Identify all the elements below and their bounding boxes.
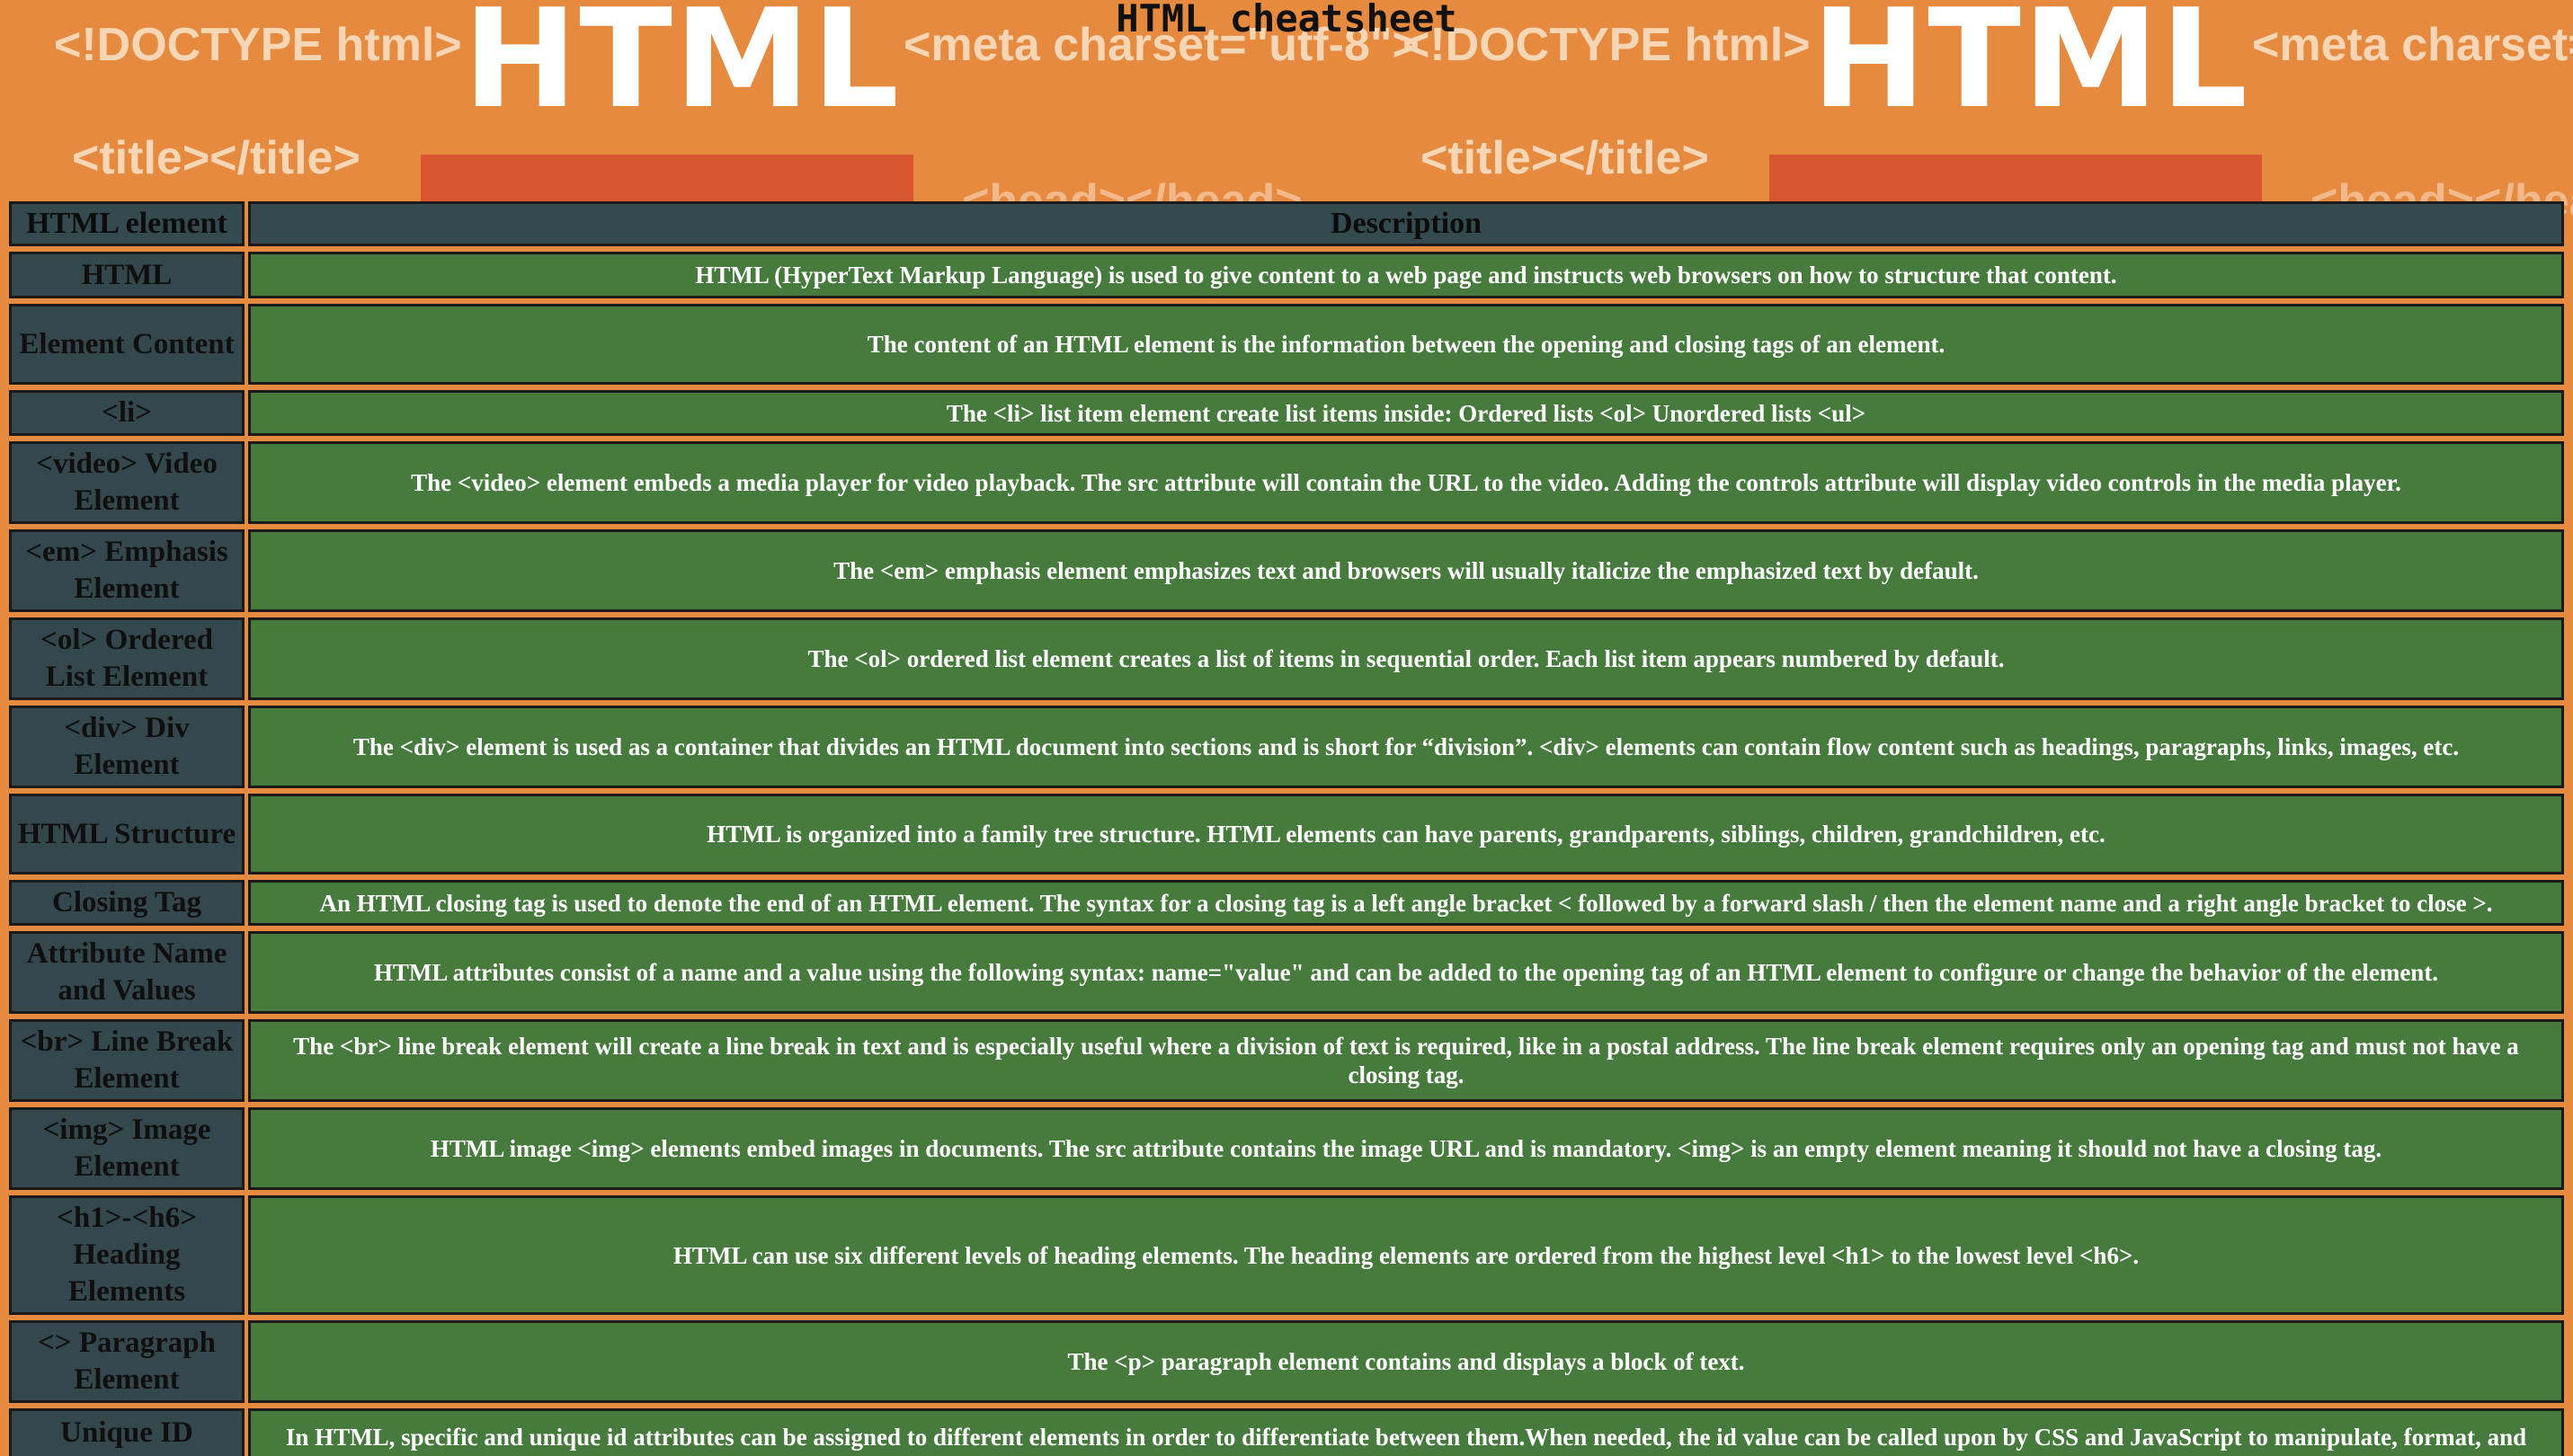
element-cell: <video> Video Element <box>9 441 245 524</box>
table-row: <li> The <li> list item element create l… <box>9 390 2564 436</box>
element-cell: HTML Structure <box>9 794 245 874</box>
description-cell: The <em> emphasis element emphasizes tex… <box>248 529 2564 612</box>
table-row: <video> Video Element The <video> elemen… <box>9 441 2564 524</box>
table-row: <> Paragraph Element The <p> paragraph e… <box>9 1320 2564 1403</box>
banner-tag: <meta charset="utf-8"> <box>2252 19 2573 71</box>
cheatsheet-table: HTML element Description HTML HTML (Hype… <box>5 196 2568 1456</box>
description-cell: The <br> line break element will create … <box>248 1019 2564 1102</box>
table-row: <div> Div Element The <div> element is u… <box>9 706 2564 788</box>
table-row: Element Content The content of an HTML e… <box>9 304 2564 385</box>
description-cell: HTML is organized into a family tree str… <box>248 794 2564 874</box>
element-cell: <div> Div Element <box>9 706 245 788</box>
description-cell: HTML attributes consist of a name and a … <box>248 931 2564 1014</box>
description-cell: The <div> element is used as a container… <box>248 706 2564 788</box>
banner-tag: <title></title> <box>1420 132 1709 184</box>
banner-tag: <!DOCTYPE html> <box>54 19 462 71</box>
description-cell: HTML (HyperText Markup Language) is used… <box>248 252 2564 298</box>
element-cell: Closing Tag <box>9 880 245 926</box>
element-cell: <> Paragraph Element <box>9 1320 245 1403</box>
table-row: Unique ID Attributes In HTML, specific a… <box>9 1408 2564 1456</box>
description-cell: The <ol> ordered list element creates a … <box>248 617 2564 700</box>
description-cell: The content of an HTML element is the in… <box>248 304 2564 385</box>
table-row: <ol> Ordered List Element The <ol> order… <box>9 617 2564 700</box>
element-cell: <h1>-<h6> Heading Elements <box>9 1195 245 1315</box>
description-cell: In HTML, specific and unique id attribut… <box>248 1408 2564 1456</box>
table-row: HTML Structure HTML is organized into a … <box>9 794 2564 874</box>
banner-tile: HTML <!DOCTYPE html> <meta charset="utf-… <box>1349 0 2573 225</box>
description-cell: The <p> paragraph element contains and d… <box>248 1320 2564 1403</box>
description-cell: The <video> element embeds a media playe… <box>248 441 2564 524</box>
table-header-row: HTML element Description <box>9 201 2564 246</box>
element-cell: <br> Line Break Element <box>9 1019 245 1102</box>
banner-tag: <meta charset="utf-8"> <box>904 19 1420 71</box>
column-header-element: HTML element <box>9 201 245 246</box>
element-cell: Unique ID Attributes <box>9 1408 245 1456</box>
element-cell: <ol> Ordered List Element <box>9 617 245 700</box>
element-cell: HTML <box>9 252 245 298</box>
description-cell: HTML image <img> elements embed images i… <box>248 1107 2564 1190</box>
table-row: HTML HTML (HyperText Markup Language) is… <box>9 252 2564 298</box>
element-cell: Element Content <box>9 304 245 385</box>
banner-logo-word: HTML <box>1812 0 2250 138</box>
element-cell: <em> Emphasis Element <box>9 529 245 612</box>
column-header-description: Description <box>248 201 2564 246</box>
table-row: <img> Image Element HTML image <img> ele… <box>9 1107 2564 1190</box>
banner-logo-word: HTML <box>463 0 902 138</box>
page-title: HTML cheatsheet <box>1116 0 1457 40</box>
table-row: Attribute Name and Values HTML attribute… <box>9 931 2564 1014</box>
table-row: <em> Emphasis Element The <em> emphasis … <box>9 529 2564 612</box>
banner-tag: <!DOCTYPE html> <box>1402 19 1811 71</box>
description-cell: The <li> list item element create list i… <box>248 390 2564 436</box>
element-cell: <img> Image Element <box>9 1107 245 1190</box>
description-cell: An HTML closing tag is used to denote th… <box>248 880 2564 926</box>
table-row: <h1>-<h6> Heading Elements HTML can use … <box>9 1195 2564 1315</box>
element-cell: Attribute Name and Values <box>9 931 245 1014</box>
element-cell: <li> <box>9 390 245 436</box>
table-row: Closing Tag An HTML closing tag is used … <box>9 880 2564 926</box>
banner-tag: <title></title> <box>72 132 361 184</box>
table-row: <br> Line Break Element The <br> line br… <box>9 1019 2564 1102</box>
description-cell: HTML can use six different levels of hea… <box>248 1195 2564 1315</box>
